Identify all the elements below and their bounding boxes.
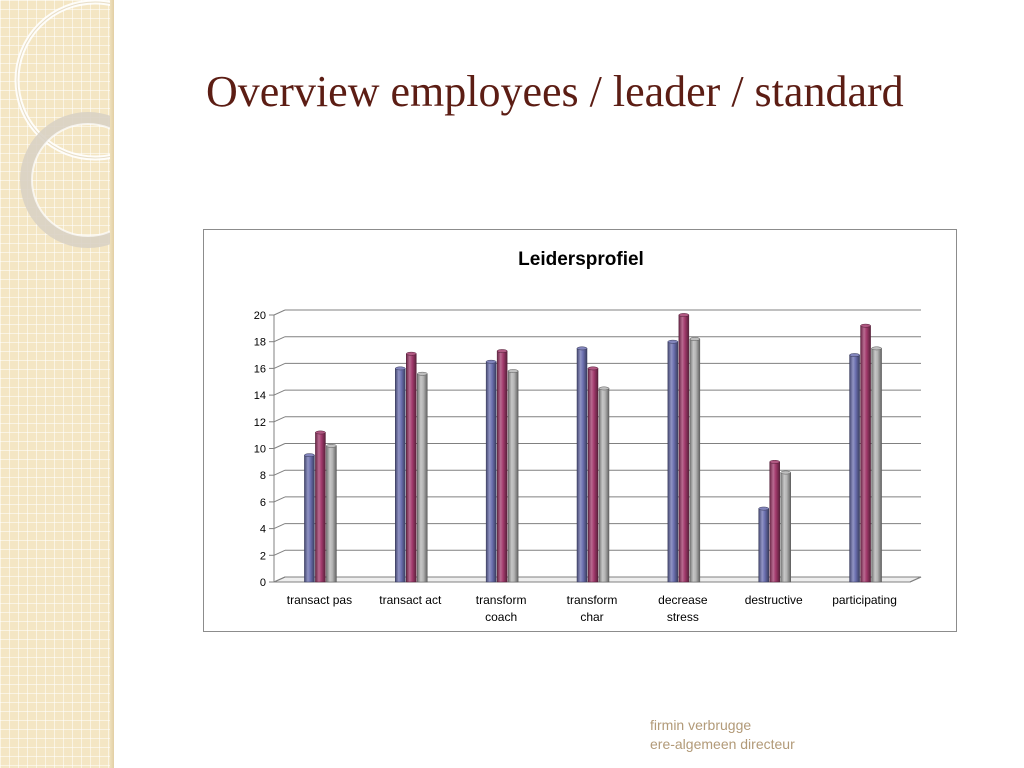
bar-cap [598,386,610,391]
bar-cap [667,339,679,344]
x-tick-label: transact act [379,593,442,607]
bar [667,341,679,583]
y-tick-label: 10 [254,444,266,456]
gridline-side [273,309,286,316]
bar-cap [406,351,417,356]
y-tick-label: 6 [260,497,266,509]
gridline-side [273,362,286,369]
bar [315,432,326,583]
bar [326,445,337,583]
y-tick-label: 8 [260,470,266,482]
gridline-side [273,443,286,449]
x-tick-label: transform [476,593,527,607]
bar-cap [496,349,508,353]
bar [871,348,882,583]
x-tick-label: decrease [658,593,708,607]
y-tick-label: 2 [260,550,266,562]
footer-role: ere-algemeen directeur [650,736,795,752]
x-tick-label: transact pas [287,593,352,607]
bar [769,461,780,583]
gridline-side [273,523,286,530]
bar-cap [587,366,599,371]
bar [689,338,701,583]
bar-cap [780,470,791,475]
x-tick-label: participating [832,593,897,607]
x-tick-label: destructive [745,593,803,607]
side-band-edge [110,0,114,768]
bar [576,348,588,583]
bar-cap [758,506,769,511]
x-tick-label: transform [567,593,618,607]
y-tick-label: 18 [254,337,266,349]
bar [395,368,406,583]
y-tick-label: 14 [254,390,266,402]
gridline-side [273,416,286,423]
bar [780,472,791,583]
bar [587,368,599,583]
decorative-side-band [0,0,114,768]
chart-title: Leidersprofiel [518,249,644,270]
y-tick-label: 20 [254,310,266,322]
bar [496,350,508,583]
bar-cap [576,346,588,351]
gridline-side [273,336,286,343]
gridline-side [273,576,286,583]
bar-cap [769,460,780,464]
y-tick-label: 16 [254,363,266,375]
bar-cap [485,359,497,364]
bar-cap [678,313,690,317]
bar-cap [395,366,406,371]
gridline-side [273,469,286,476]
gridline-side [273,389,286,396]
bar-cap [315,430,326,435]
x-tick-label: stress [667,610,699,624]
x-axis-depth [909,576,922,583]
bar [406,353,417,583]
slide-title: Overview employees / leader / standard [206,67,904,116]
bar [849,354,860,583]
y-tick-label: 0 [260,577,266,589]
bar-cap [860,323,871,328]
bar-chart: 0 2 4 6 8 10 12 14 16 18 20 transact pas transact ac… [254,249,922,624]
decorative-rings [14,0,114,248]
y-tick-label: 4 [260,524,266,536]
x-tick-label: char [580,610,603,624]
footer-author: firmin verbrugge [650,717,752,733]
bar [485,361,497,583]
footer: firmin verbrugge ere-algemeen directeur [650,716,795,754]
bar-cap [326,443,337,448]
bar [598,388,610,583]
bar [860,325,871,583]
bar-cap [417,371,428,376]
bar-cap [871,346,882,351]
bar [678,314,690,583]
bar [758,508,769,583]
gridline-side [273,549,286,556]
bar-cap [689,337,701,341]
y-tick-label: 12 [254,417,266,429]
bar-cap [849,353,860,357]
gridline-side [273,496,286,503]
bar-cap [507,369,519,373]
chart-frame: 0 2 4 6 8 10 12 14 16 18 20 transact pas transact ac… [203,229,957,632]
bar [417,373,428,583]
bar [507,370,519,583]
bar [304,454,315,583]
bar-cap [304,453,315,458]
x-tick-label: coach [485,610,517,624]
